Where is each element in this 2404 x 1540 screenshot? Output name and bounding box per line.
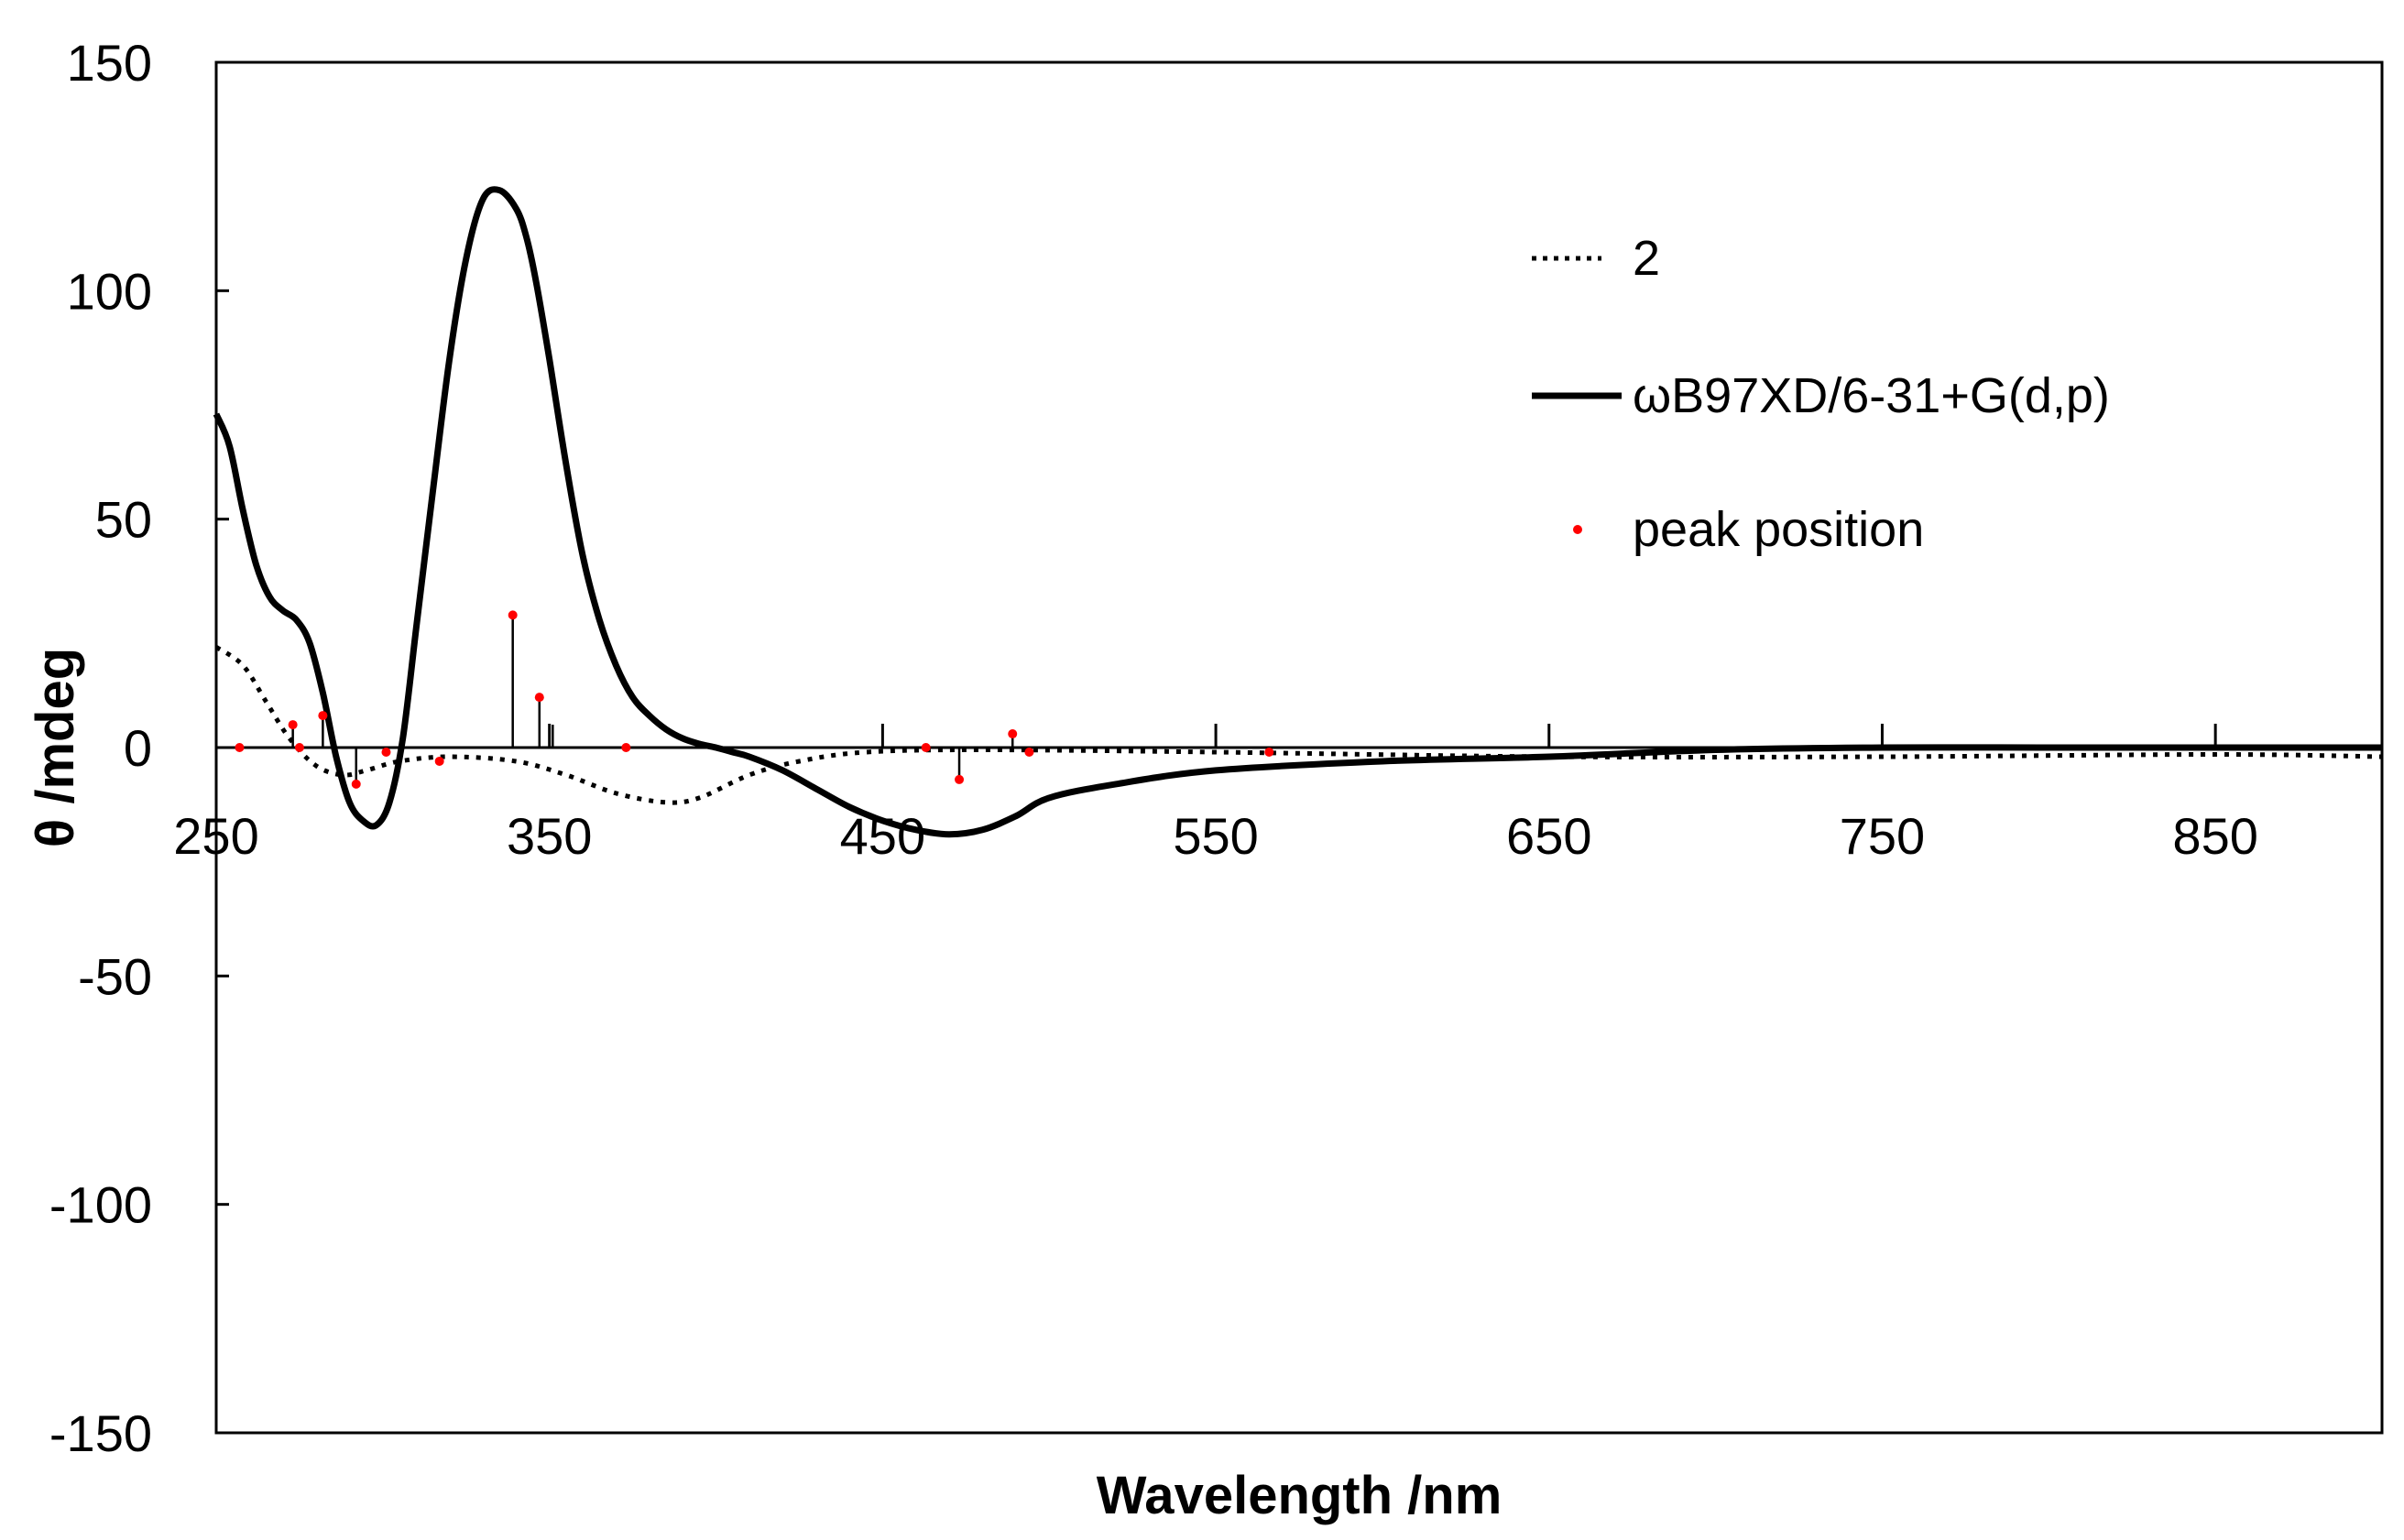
series-layer [213,186,2383,838]
peak-position-markers [235,610,1274,789]
peak-position-point [318,711,328,721]
x-tick-label: 450 [840,807,925,865]
x-axis-title: Wavelength /nm [1097,1466,1502,1525]
legend-label-calculated: ωB97XD/6-31+G(d,p) [1633,368,2110,423]
peak-position-point [288,720,298,730]
peak-position-point [294,743,304,752]
peak-position-point [235,743,245,752]
peak-position-point [351,779,361,789]
series-calculated-solid-line [213,186,2382,838]
y-tick-label: -50 [78,947,152,1005]
peak-position-point [1264,747,1274,757]
legend: 2 ωB97XD/6-31+G(d,p) peak position [1532,231,2110,557]
legend-swatch-peak [1573,525,1582,534]
peak-position-point [534,693,544,703]
peak-position-point [508,610,518,620]
y-axis-ticks: 150 100 50 0 -50 -100 -150 [49,34,229,1462]
y-tick-label: 150 [67,34,152,92]
x-tick-label: 850 [2172,807,2257,865]
peak-position-point [381,747,391,757]
y-axis-title: θ /mdeg [26,648,85,847]
peak-position-point [621,743,631,752]
x-tick-label: 750 [1840,807,1925,865]
y-tick-label: 100 [67,262,152,320]
legend-label-peak-position: peak position [1633,502,1924,557]
y-tick-label: -100 [49,1176,152,1234]
legend-label-2: 2 [1633,231,1660,286]
y-tick-label: -150 [49,1404,152,1462]
x-tick-label: 350 [507,807,592,865]
x-axis-ticks: 250 350 450 550 650 750 850 [173,724,2258,865]
stick-spectrum [291,615,1014,784]
peak-position-point [1008,729,1018,739]
peak-position-point [955,774,965,784]
x-tick-label: 650 [1506,807,1591,865]
x-tick-label: 550 [1173,807,1258,865]
peak-position-point [1024,747,1034,757]
y-tick-label: 50 [95,491,152,549]
peak-position-point [921,743,931,752]
x-tick-label: 250 [173,807,258,865]
y-tick-label: 0 [124,719,152,777]
peak-position-point [434,756,444,766]
